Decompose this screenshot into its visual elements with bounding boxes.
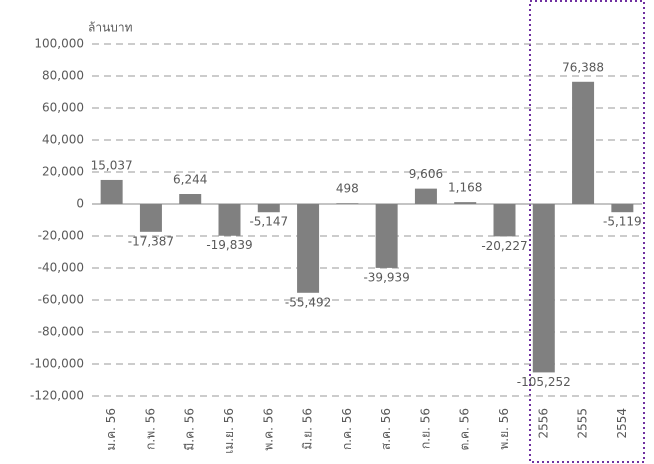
x-tick-label: 2555 (576, 408, 590, 439)
bar (139, 204, 162, 232)
bar (179, 194, 202, 204)
value-label: 76,388 (562, 60, 604, 74)
value-label: 9,606 (409, 167, 443, 181)
value-label: 1,168 (448, 181, 482, 195)
y-tick-label: -80,000 (38, 325, 84, 339)
bar (611, 204, 634, 213)
bar (493, 204, 516, 237)
value-label: 498 (336, 182, 359, 196)
bar (532, 204, 555, 373)
y-tick-label: -40,000 (38, 261, 84, 275)
bar (297, 204, 320, 293)
y-tick-label: -100,000 (30, 357, 84, 371)
bar (572, 81, 595, 204)
y-tick-label: -20,000 (38, 229, 84, 243)
y-tick-label: 80,000 (42, 69, 84, 83)
y-tick-label: 0 (76, 197, 84, 211)
y-tick-label: 100,000 (34, 37, 84, 51)
bar (336, 203, 359, 204)
x-tick-label: 2556 (536, 408, 550, 439)
x-tick-label: พ.ย. 56 (497, 408, 511, 450)
bar (218, 204, 241, 236)
x-tick-label: ต.ค. 56 (458, 408, 472, 451)
x-tick-label: ส.ค. 56 (379, 408, 393, 450)
value-label: -19,839 (206, 238, 252, 252)
x-tick-label: ก.ย. 56 (418, 408, 432, 449)
value-label: -55,492 (285, 295, 331, 309)
value-label: -20,227 (481, 239, 527, 253)
value-label: -39,939 (363, 270, 409, 284)
y-tick-label: 60,000 (42, 101, 84, 115)
bar (454, 202, 477, 204)
y-tick-label: 40,000 (42, 133, 84, 147)
bar (257, 204, 280, 213)
value-label: -17,387 (128, 234, 174, 248)
bar (414, 188, 437, 204)
value-label: -105,252 (517, 375, 571, 389)
x-tick-label: มี.ค. 56 (183, 408, 197, 451)
bar (100, 179, 123, 204)
value-label: -5,119 (603, 215, 642, 229)
y-tick-label: 20,000 (42, 165, 84, 179)
value-label: -5,147 (249, 215, 288, 229)
highlight-box (529, 0, 645, 463)
x-tick-label: พ.ค. 56 (261, 408, 275, 451)
y-axis-label: ล้านบาท (88, 21, 133, 35)
x-tick-label: เม.ย. 56 (222, 408, 236, 454)
x-tick-label: มิ.ย. 56 (301, 408, 315, 450)
y-tick-label: -120,000 (30, 389, 84, 403)
bar (375, 204, 398, 268)
x-tick-label: ม.ค. 56 (104, 408, 118, 451)
x-tick-label: 2554 (615, 408, 629, 439)
x-tick-label: ก.ค. 56 (340, 408, 354, 450)
x-tick-label: ก.พ. 56 (143, 408, 157, 450)
y-tick-label: -60,000 (38, 293, 84, 307)
value-label: 15,037 (91, 158, 133, 172)
value-label: 6,244 (173, 173, 207, 187)
